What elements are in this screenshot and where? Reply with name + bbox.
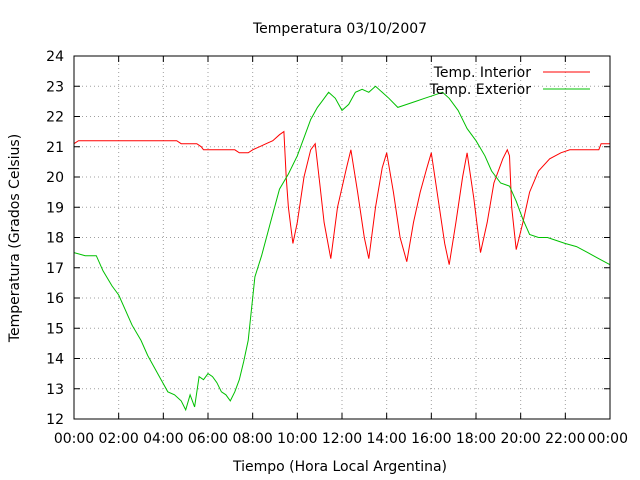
y-tick-label: 21 bbox=[46, 140, 64, 156]
series-lines bbox=[73, 85, 611, 412]
x-tick-label: 04:00 bbox=[143, 431, 183, 447]
y-tick-label: 22 bbox=[46, 110, 64, 126]
y-tick-label: 18 bbox=[46, 231, 64, 247]
y-tick-label: 24 bbox=[46, 49, 64, 65]
y-tick-label: 14 bbox=[46, 352, 64, 368]
x-tick-label: 00:00 bbox=[588, 431, 628, 447]
y-tick-label: 16 bbox=[46, 291, 64, 307]
x-tick-label: 16:00 bbox=[411, 431, 451, 447]
series-line-interior bbox=[73, 130, 610, 265]
x-axis-ticks: 00:00 02:00 04:00 06:00 08:00 10:00 12:00 14:00… bbox=[54, 56, 628, 447]
x-tick-label: 14:00 bbox=[366, 431, 406, 447]
y-tick-label: 19 bbox=[46, 200, 64, 216]
x-tick-label: 20:00 bbox=[500, 431, 540, 447]
y-tick-label: 20 bbox=[46, 170, 64, 186]
series-line-exterior bbox=[73, 85, 611, 412]
y-tick-label: 15 bbox=[46, 321, 64, 337]
y-tick-label: 23 bbox=[46, 79, 64, 95]
legend-label: Temp. Exterior bbox=[429, 82, 532, 98]
x-tick-label: 22:00 bbox=[545, 431, 585, 447]
x-tick-label: 02:00 bbox=[98, 431, 138, 447]
x-tick-label: 12:00 bbox=[322, 431, 362, 447]
y-axis-ticks: 12 13 14 15 16 17 18 19 20 21 22 23 24 bbox=[46, 49, 610, 428]
y-axis-label: Temperatura (Grados Celsius) bbox=[7, 134, 23, 343]
chart-title: Temperatura 03/10/2007 bbox=[252, 21, 427, 37]
x-tick-label: 18:00 bbox=[456, 431, 496, 447]
grid-lines bbox=[74, 56, 610, 419]
x-axis-label: Tiempo (Hora Local Argentina) bbox=[232, 459, 447, 475]
y-tick-label: 17 bbox=[46, 261, 64, 277]
plot-frame bbox=[73, 55, 611, 420]
y-tick-label: 13 bbox=[46, 382, 64, 398]
x-tick-label: 06:00 bbox=[188, 431, 228, 447]
x-tick-label: 10:00 bbox=[277, 431, 317, 447]
x-tick-label: 08:00 bbox=[232, 431, 272, 447]
y-tick-label: 12 bbox=[46, 412, 64, 428]
x-tick-label: 00:00 bbox=[54, 431, 94, 447]
legend-label: Temp. Interior bbox=[433, 65, 532, 81]
